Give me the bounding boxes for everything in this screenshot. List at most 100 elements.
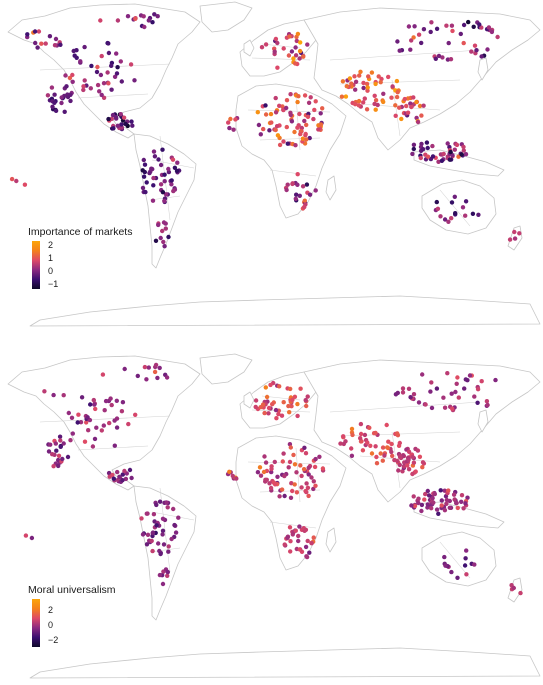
society-dot bbox=[297, 56, 302, 61]
society-dot bbox=[297, 524, 302, 529]
society-dot bbox=[287, 525, 293, 530]
society-dot bbox=[149, 166, 154, 171]
society-dot bbox=[120, 400, 126, 405]
society-dot bbox=[127, 467, 133, 473]
society-dot bbox=[33, 40, 38, 46]
society-dot bbox=[304, 481, 309, 486]
society-dot bbox=[448, 149, 453, 155]
society-dot bbox=[152, 369, 158, 375]
society-dot bbox=[463, 501, 468, 506]
society-dot bbox=[46, 449, 52, 454]
society-dot bbox=[429, 380, 434, 385]
society-dot bbox=[445, 371, 450, 376]
society-dot bbox=[118, 112, 124, 117]
society-dot bbox=[429, 20, 434, 25]
society-dot bbox=[320, 466, 326, 471]
society-dot bbox=[417, 103, 423, 109]
society-dot bbox=[263, 103, 268, 108]
landmass-europe bbox=[239, 19, 323, 77]
society-dot bbox=[260, 402, 266, 407]
society-dot bbox=[39, 41, 44, 46]
society-dot bbox=[53, 108, 59, 114]
society-dot bbox=[301, 467, 307, 472]
society-dot bbox=[286, 53, 292, 58]
society-dot bbox=[392, 457, 397, 463]
society-dot bbox=[228, 116, 233, 122]
society-dot bbox=[93, 406, 98, 412]
society-dot bbox=[253, 404, 258, 410]
society-dot bbox=[317, 454, 322, 459]
society-dot bbox=[255, 470, 261, 475]
society-dot bbox=[358, 69, 363, 75]
society-dot bbox=[288, 92, 293, 97]
society-dot bbox=[353, 102, 358, 107]
society-dot bbox=[173, 530, 179, 535]
society-dot bbox=[82, 78, 87, 83]
society-dot bbox=[352, 74, 357, 79]
society-dot bbox=[382, 453, 387, 458]
society-dot bbox=[156, 541, 161, 546]
society-dot bbox=[298, 463, 303, 468]
society-dot bbox=[466, 19, 471, 25]
society-dot bbox=[378, 80, 383, 85]
society-dot bbox=[119, 122, 124, 127]
society-dot bbox=[84, 420, 89, 425]
society-dot bbox=[259, 45, 265, 50]
society-dot bbox=[364, 107, 370, 112]
society-dot bbox=[169, 178, 174, 183]
society-dot bbox=[154, 523, 159, 528]
society-dot bbox=[160, 228, 165, 234]
society-dot bbox=[114, 398, 120, 403]
society-dot bbox=[268, 382, 273, 388]
society-dot bbox=[302, 204, 307, 210]
society-dot bbox=[175, 160, 180, 165]
society-dot bbox=[273, 36, 279, 42]
society-dot bbox=[150, 198, 156, 203]
society-dot bbox=[463, 213, 468, 218]
society-dot bbox=[59, 95, 64, 100]
legend-title: Importance of markets bbox=[28, 226, 133, 238]
society-dot bbox=[396, 468, 401, 473]
society-dot bbox=[381, 99, 386, 105]
society-dot bbox=[275, 474, 280, 479]
society-dot bbox=[479, 379, 484, 384]
society-dot bbox=[146, 365, 151, 370]
society-dot bbox=[114, 425, 120, 430]
society-dot bbox=[166, 549, 171, 554]
society-dot bbox=[126, 421, 131, 427]
society-dot bbox=[436, 53, 442, 59]
society-dot bbox=[133, 16, 138, 21]
society-dot bbox=[416, 496, 421, 501]
society-dot bbox=[118, 59, 124, 64]
society-dot bbox=[415, 448, 421, 453]
society-dot bbox=[290, 181, 295, 186]
society-dot bbox=[157, 572, 163, 578]
society-dot bbox=[464, 572, 469, 577]
society-dot bbox=[405, 463, 410, 468]
society-dot bbox=[141, 14, 146, 19]
society-dot bbox=[394, 78, 400, 84]
society-dot bbox=[297, 547, 302, 552]
society-dot bbox=[305, 538, 310, 544]
society-dot bbox=[309, 475, 314, 480]
society-dot bbox=[106, 41, 111, 46]
society-dot bbox=[90, 444, 96, 449]
society-dot bbox=[162, 244, 167, 249]
society-dot bbox=[123, 121, 128, 127]
society-dot bbox=[455, 575, 460, 580]
society-dot bbox=[463, 556, 468, 561]
society-dot bbox=[297, 193, 302, 198]
society-dot bbox=[340, 79, 346, 84]
legend-moral-universalism: Moral universalism 2 0 −2 bbox=[28, 584, 116, 647]
society-dot bbox=[306, 493, 311, 499]
society-dot bbox=[318, 111, 323, 116]
society-dot bbox=[362, 432, 368, 438]
society-dot bbox=[449, 216, 454, 221]
society-dot bbox=[304, 554, 310, 560]
society-dot bbox=[295, 413, 300, 419]
society-dot bbox=[305, 114, 311, 120]
society-dot bbox=[150, 20, 155, 25]
society-dot bbox=[53, 441, 58, 446]
society-dot bbox=[172, 165, 178, 170]
society-dot bbox=[313, 483, 318, 488]
